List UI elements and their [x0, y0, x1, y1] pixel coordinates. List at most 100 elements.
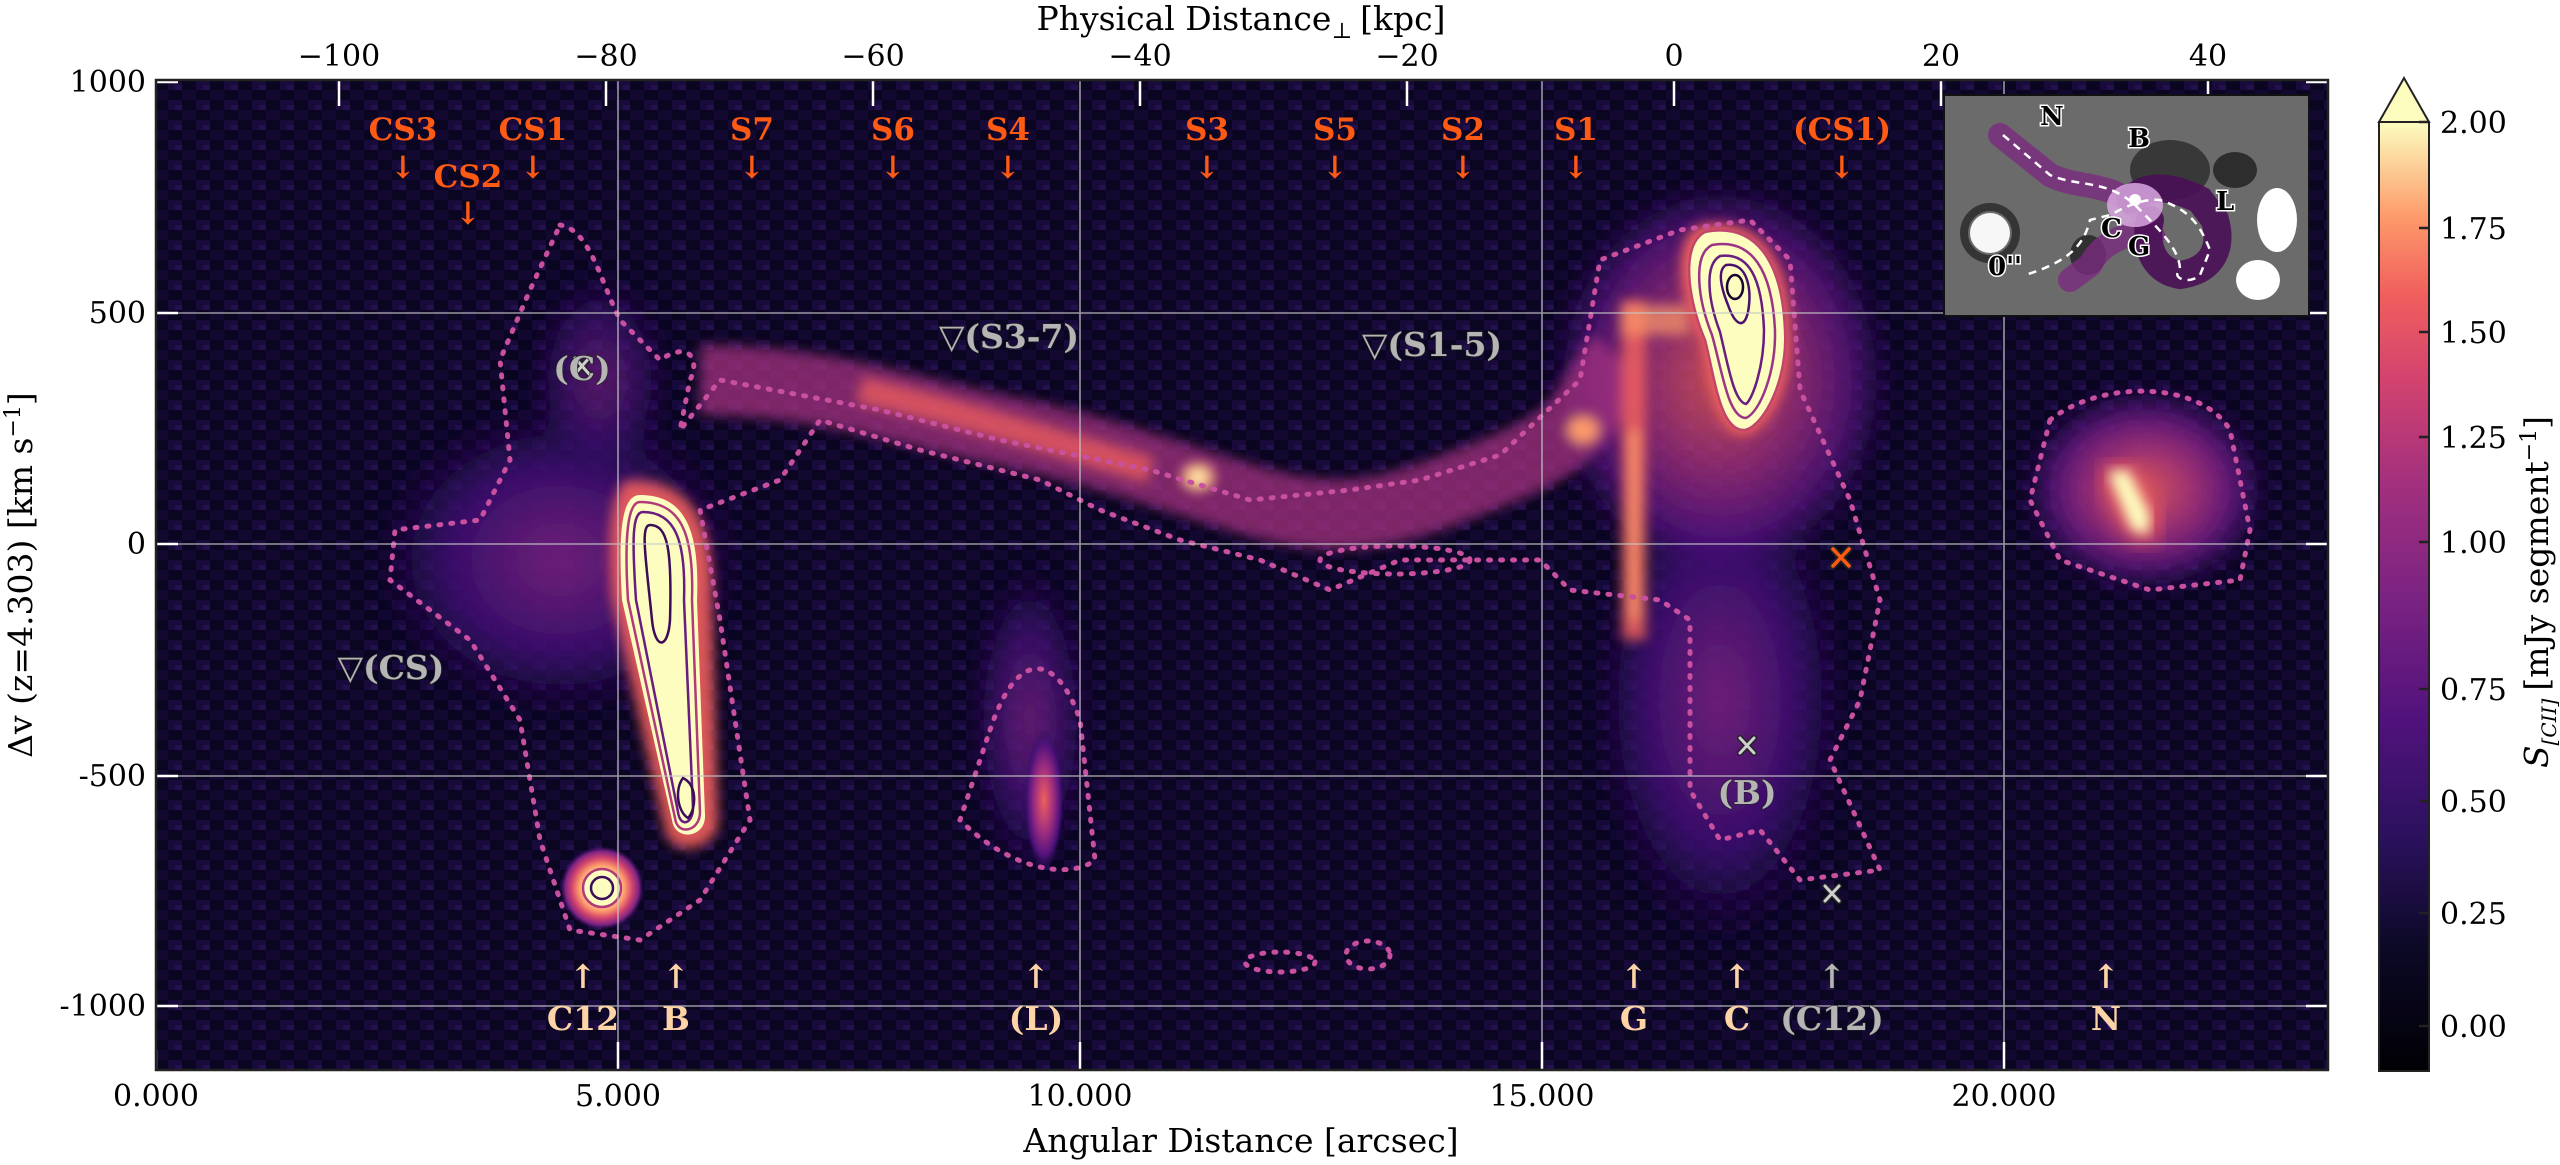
- dotted-contours: [387, 217, 2253, 975]
- inline-annotations: ▽(S3-7) ▽(S1-5) ▽(CS) (C) (B): [337, 316, 1777, 812]
- inset-label-C: C: [2101, 214, 2122, 244]
- marker-C: [572, 355, 592, 377]
- inset-label-G: G: [2128, 232, 2150, 262]
- arrow-up-icon: ↑: [569, 957, 597, 996]
- x2-tick-minus20: −20: [1375, 39, 1438, 74]
- inset-label-L: L: [2216, 187, 2234, 217]
- emission-N: [2100, 465, 2160, 545]
- arrow-down-icon: ↓: [1194, 150, 1220, 186]
- x2-tick-20: 20: [1922, 39, 1960, 74]
- arrow-up-icon: ↑: [1620, 957, 1648, 996]
- arrow-down-icon: ↓: [455, 196, 481, 232]
- arrow-down-icon: ↓: [1450, 150, 1476, 186]
- cb-tick-0.00: 0.00: [2440, 1010, 2507, 1045]
- inset-label-N: N: [2040, 102, 2064, 132]
- x-tick-5: 5.000: [575, 1079, 661, 1114]
- arrow-down-icon: ↓: [1322, 150, 1348, 186]
- annotation-N: N: [2091, 999, 2121, 1038]
- x2-tick-minus80: −80: [574, 39, 637, 74]
- x2-tick-minus60: −60: [841, 39, 904, 74]
- marker-B: [1737, 735, 1757, 756]
- cb-tick-0.25: 0.25: [2440, 897, 2507, 932]
- annotation-G: G: [1620, 999, 1648, 1038]
- arrow-down-icon: ↓: [1563, 150, 1589, 186]
- arrow-up-icon: ↑: [1818, 957, 1846, 996]
- arrow-down-icon: ↓: [880, 150, 906, 186]
- annotation-B-bottom: B: [662, 999, 690, 1038]
- emission-C: [1681, 223, 1791, 436]
- y-tick-minus500: -500: [79, 759, 146, 794]
- x-tick-15: 15.000: [1490, 1079, 1595, 1114]
- marker-orange-x: [1829, 545, 1853, 570]
- x2-tick-minus100: −100: [298, 39, 380, 74]
- annotation-CS2: CS2: [434, 159, 503, 195]
- emission-L: [1024, 730, 1064, 870]
- annotation-S3: S3: [1185, 112, 1229, 148]
- colorbar-title: S[CII][mJy segment−1]: [2517, 416, 2560, 768]
- arrow-up-icon: ↑: [1022, 957, 1050, 996]
- y-tick-500: 500: [89, 296, 146, 331]
- inset-label-B: B: [2128, 124, 2150, 154]
- emission-C12: [560, 846, 644, 930]
- grid: [156, 80, 2328, 1070]
- top-annotations: CS3 ↓ CS2 ↓ CS1 ↓ S7 ↓ S6 ↓ S4 ↓ S3 ↓ S5…: [369, 112, 1891, 232]
- cb-tick-1.00: 1.00: [2440, 526, 2507, 561]
- arrow-down-icon: ↓: [1829, 150, 1855, 186]
- x-tick-0: 0.000: [113, 1079, 199, 1114]
- marker-C12: [1822, 883, 1842, 904]
- emission-B: [609, 480, 719, 849]
- annotation-S4: S4: [986, 112, 1030, 148]
- inset-label-origin: 0'': [1988, 252, 2022, 282]
- annotation-S6: S6: [871, 112, 915, 148]
- y-tick-1000: 1000: [70, 65, 146, 100]
- colorbar-gradient: [2378, 121, 2430, 1072]
- arrow-down-icon: ↓: [995, 150, 1021, 186]
- annotation-S5: S5: [1313, 112, 1357, 148]
- y-axis-title: Δv (z=4.303) [km s−1]: [1, 392, 40, 758]
- annotation-CS3: CS3: [369, 112, 438, 148]
- x-axis-title: Angular Distance [arcsec]: [1022, 1121, 1458, 1160]
- inset-image: N B L C G 0'': [1943, 94, 2310, 317]
- annotation-C12-paren: (C12): [1780, 999, 1883, 1038]
- cb-tick-1.50: 1.50: [2440, 316, 2507, 351]
- x-axis-bottom: 0.000 5.000 10.000 15.000 20.000 Angular…: [113, 1079, 2056, 1160]
- annotation-L: (L): [1009, 999, 1063, 1038]
- arrow-down-icon: ↓: [520, 150, 546, 186]
- cb-tick-2.00: 2.00: [2440, 106, 2507, 141]
- x2-axis-title: Physical Distance⊥ [kpc]: [1037, 0, 1446, 44]
- annotation-B: (B): [1717, 773, 1776, 812]
- cb-tick-0.75: 0.75: [2440, 673, 2507, 708]
- y-axis: 1000 500 0 -500 -1000 Δv (z=4.303) [km s…: [1, 65, 146, 1024]
- annotation-C12: C12: [547, 999, 619, 1038]
- inner-ticks: [156, 80, 2328, 1070]
- x-tick-10: 10.000: [1028, 1079, 1133, 1114]
- cb-tick-0.50: 0.50: [2440, 785, 2507, 820]
- cb-tick-1.25: 1.25: [2440, 421, 2507, 456]
- annotation-CS: ▽(CS): [338, 648, 445, 687]
- annotation-CS1-paren: (CS1): [1793, 112, 1891, 148]
- plot-frame: [154, 78, 2330, 1072]
- filament-emission: [699, 300, 1690, 640]
- y-tick-0: 0: [127, 527, 146, 562]
- colorbar: 2.00 1.75 1.50 1.25 1.00 0.75 0.50 0.25 …: [2377, 75, 2560, 1072]
- annotation-S1: S1: [1554, 112, 1598, 148]
- arrow-up-icon: ↑: [2092, 957, 2120, 996]
- arrow-up-icon: ↑: [1723, 957, 1751, 996]
- annotation-S1-5: ▽(S1-5): [1362, 325, 1502, 364]
- x2-tick-0: 0: [1664, 39, 1683, 74]
- y-tick-minus1000: -1000: [60, 989, 146, 1024]
- arrow-down-icon: ↓: [390, 150, 416, 186]
- annotation-S2: S2: [1441, 112, 1485, 148]
- annotation-CS1: CS1: [499, 112, 568, 148]
- annotation-C-bottom: C: [1724, 999, 1750, 1038]
- arrow-down-icon: ↓: [739, 150, 765, 186]
- x-tick-20: 20.000: [1952, 1079, 2057, 1114]
- annotation-S3-7: ▽(S3-7): [939, 317, 1079, 356]
- bottom-annotations: ↑ C12 ↑ B ↑ (L) ↑ G ↑ C ↑ (C12) ↑ N: [547, 956, 2121, 1038]
- x2-tick-40: 40: [2189, 39, 2227, 74]
- arrow-up-icon: ↑: [662, 957, 690, 996]
- annotation-C: (C): [553, 349, 611, 388]
- x-axis-top: −100 −80 −60 −40 −20 0 20 40 Physical Di…: [298, 0, 2227, 74]
- cb-tick-1.75: 1.75: [2440, 212, 2507, 247]
